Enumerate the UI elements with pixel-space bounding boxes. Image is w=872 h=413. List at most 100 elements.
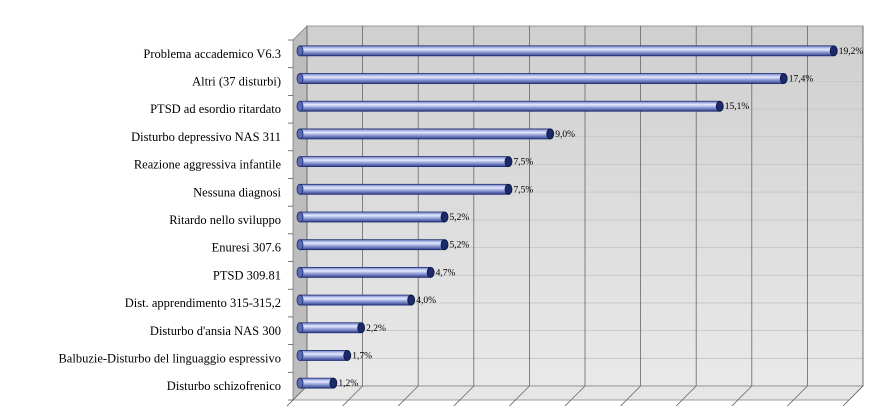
- bar-cap: [504, 156, 513, 168]
- bar-body: [299, 294, 412, 306]
- floor-gridline: [570, 385, 586, 401]
- floor-gridline: [848, 385, 864, 401]
- bar: [296, 128, 555, 140]
- bar-cap: [440, 239, 449, 251]
- floor-gridline: [515, 385, 530, 401]
- bar-body: [299, 45, 835, 57]
- axis-tick: [397, 399, 405, 407]
- bar-base: [296, 294, 304, 306]
- data-labels: 19,2% 17,4% 15,1% 9,0% 7,5% 7,5% 5,2% 5,2% 4,7% 4…: [338, 47, 863, 389]
- data-label: 19,2%: [839, 47, 864, 57]
- category-label: Balbuzie-Disturbo del linguaggio espress…: [58, 351, 281, 365]
- bar-body: [299, 211, 445, 223]
- bars: [296, 45, 838, 389]
- bar-base: [296, 239, 304, 251]
- bar-body: [299, 322, 362, 334]
- bar: [296, 266, 435, 278]
- data-label: 4,7%: [436, 268, 456, 278]
- data-label: 1,7%: [352, 351, 372, 361]
- bar-base: [296, 183, 304, 195]
- bar-base: [296, 377, 304, 389]
- category-label: Altri (37 disturbi): [192, 75, 281, 89]
- data-label: 4,0%: [416, 296, 436, 306]
- data-label: 15,1%: [725, 102, 750, 112]
- category-label: Disturbo d'ansia NAS 300: [150, 324, 281, 338]
- category-label: Problema accademico V6.3: [143, 47, 281, 61]
- data-label: 5,2%: [450, 213, 470, 223]
- bar-cap: [357, 322, 366, 334]
- bar-cap: [343, 350, 352, 361]
- category-label: Disturbo schizofrenico: [167, 379, 281, 393]
- bar: [296, 73, 788, 84]
- category-label: Enuresi 307.6: [212, 241, 281, 255]
- floor-gridline: [403, 385, 419, 401]
- bar-body: [299, 350, 348, 361]
- bar: [296, 239, 449, 251]
- floor-gridline: [459, 385, 475, 401]
- axis-tick: [509, 399, 516, 407]
- floor-gridline: [348, 385, 363, 401]
- bar-cap: [329, 377, 338, 389]
- data-label: 7,5%: [514, 158, 534, 168]
- axis-tick: [842, 399, 850, 407]
- bar-base: [296, 100, 304, 112]
- bar: [296, 156, 513, 168]
- axis-tick: [675, 399, 683, 407]
- category-label: Dist. apprendimento 315-315,2: [125, 296, 281, 310]
- bar-body: [299, 100, 721, 112]
- bar-base: [296, 350, 304, 361]
- bar-base: [296, 45, 304, 57]
- floor-gridline: [793, 385, 808, 401]
- data-label: 9,0%: [555, 130, 575, 140]
- bar: [296, 377, 338, 389]
- data-label: 17,4%: [789, 75, 814, 85]
- bar-body: [299, 266, 432, 278]
- bar-cap: [715, 100, 724, 112]
- data-label: 5,2%: [450, 241, 470, 251]
- bar-base: [296, 211, 304, 223]
- bar-cap: [440, 211, 449, 223]
- bar-body: [299, 128, 551, 140]
- bar: [296, 350, 352, 361]
- data-label: 2,2%: [366, 324, 386, 334]
- data-label: 7,5%: [514, 185, 534, 195]
- category-label: PTSD 309.81: [213, 268, 281, 282]
- bar-base: [296, 128, 304, 140]
- bar: [296, 183, 513, 195]
- bar-body: [299, 377, 334, 389]
- category-label: Disturbo depressivo NAS 311: [131, 130, 281, 144]
- data-label: 1,2%: [338, 379, 358, 389]
- bar: [296, 322, 366, 334]
- axis-tick: [286, 399, 294, 407]
- bar-cap: [779, 73, 788, 84]
- axis-tick: [342, 399, 349, 407]
- axis-tick: [787, 399, 794, 407]
- bar-body: [299, 183, 509, 195]
- bar-cap: [546, 128, 555, 140]
- bar-cap: [407, 294, 416, 306]
- bar-cap: [504, 183, 513, 195]
- axis-tick: [731, 399, 739, 407]
- bar: [296, 100, 724, 112]
- bar-base: [296, 73, 304, 84]
- bar-cap: [829, 45, 838, 57]
- bar-base: [296, 156, 304, 168]
- bar-body: [299, 156, 509, 168]
- floor-gridline: [681, 385, 697, 401]
- axis-tick: [620, 399, 627, 407]
- axis-tick: [453, 399, 461, 407]
- category-label: Nessuna diagnosi: [193, 185, 281, 199]
- category-label: Reazione aggressiva infantile: [134, 158, 282, 172]
- category-labels: Problema accademico V6.3 Altri (37 distur…: [58, 47, 281, 393]
- bar-base: [296, 322, 304, 334]
- bar-base: [296, 266, 304, 278]
- bar: [296, 45, 838, 57]
- floor-gridline: [626, 385, 641, 401]
- bar-body: [299, 73, 785, 84]
- bar-body: [299, 239, 445, 251]
- axis-tick: [564, 399, 572, 407]
- category-label: PTSD ad esordio ritardato: [150, 102, 281, 116]
- category-label: Ritardo nello sviluppo: [169, 213, 281, 227]
- bar-cap: [426, 266, 435, 278]
